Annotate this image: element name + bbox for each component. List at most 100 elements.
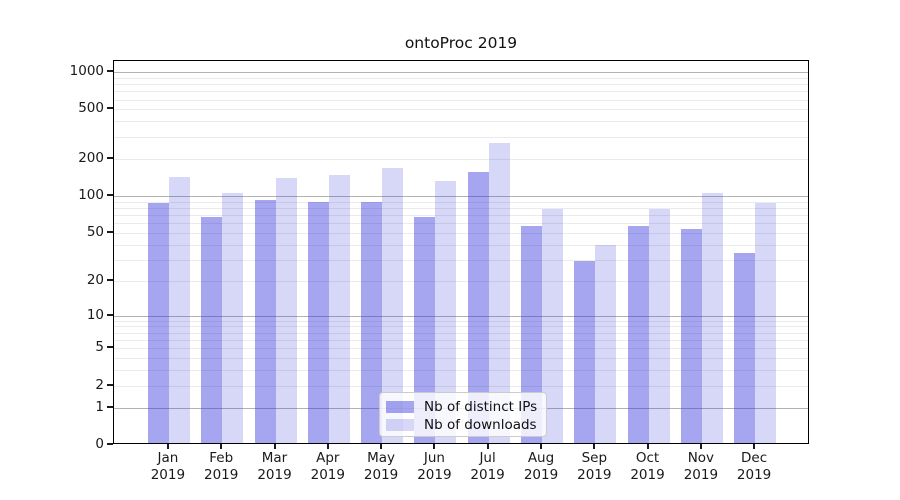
gridline-minor: [114, 280, 808, 282]
bar-nb-of-distinct-ips-apr: [307, 201, 329, 443]
gridline-minor: [114, 232, 808, 234]
gridline-minor: [114, 326, 808, 328]
y-tick-mark: [107, 383, 113, 386]
bar-nb-of-downloads-dec: [755, 203, 777, 443]
x-tick-mark: [486, 444, 489, 449]
downloads-swatch-icon: [386, 419, 414, 431]
y-tick-mark: [107, 70, 113, 72]
bar-nb-of-distinct-ips-aug: [520, 225, 542, 443]
y-tick-label: 0: [95, 436, 104, 452]
x-tick-label: Oct 2019: [630, 450, 665, 483]
bar-nb-of-downloads-feb: [222, 192, 244, 443]
gridline-minor: [114, 320, 808, 322]
y-tick-label: 5: [95, 339, 104, 356]
gridline-minor: [114, 158, 808, 160]
bar-nb-of-distinct-ips-may: [361, 201, 383, 443]
x-tick-label: Nov 2019: [683, 450, 719, 483]
distinct-ips-swatch-icon: [386, 401, 414, 413]
gridline-minor: [114, 332, 808, 334]
chart-title: ontoProc 2019: [404, 34, 518, 52]
x-tick-mark: [540, 444, 542, 449]
x-tick-mark: [699, 444, 702, 449]
x-tick-label: Apr 2019: [310, 450, 345, 483]
x-tick-mark: [273, 444, 276, 449]
y-tick-label: 100: [78, 186, 104, 203]
x-tick-label: Jul 2019: [470, 450, 505, 483]
bar-nb-of-distinct-ips-jul: [467, 172, 489, 443]
legend-row-distinct-ips: Nb of distinct IPs: [386, 398, 538, 416]
x-tick-mark: [220, 444, 223, 449]
y-tick-label: 200: [78, 149, 104, 166]
bar-nb-of-downloads-aug: [541, 209, 563, 443]
gridline-minor: [114, 244, 808, 246]
gridline-minor: [114, 348, 808, 350]
bar-nb-of-downloads-sep: [595, 245, 617, 443]
gridline-minor: [114, 207, 808, 209]
gridline-minor: [114, 358, 808, 360]
legend-row-downloads: Nb of downloads: [386, 416, 538, 434]
y-tick-mark: [107, 107, 113, 110]
gridline-minor: [114, 109, 808, 111]
bar-nb-of-distinct-ips-jan: [147, 203, 169, 443]
x-tick-mark: [646, 444, 649, 449]
bar-nb-of-downloads-may: [382, 168, 404, 443]
gridline-minor: [114, 223, 808, 225]
gridline-minor: [114, 259, 808, 261]
y-tick-mark: [107, 230, 113, 233]
x-tick-mark: [593, 444, 596, 449]
x-tick-mark: [166, 444, 169, 449]
plot-area: [113, 60, 809, 444]
y-tick-mark: [107, 156, 113, 159]
x-tick-label: Jan 2019: [150, 450, 186, 483]
y-tick-label: 2: [95, 376, 104, 393]
bar-nb-of-distinct-ips-jun: [414, 216, 436, 443]
legend-label-downloads: Nb of downloads: [424, 417, 537, 433]
y-tick-label: 1: [95, 398, 104, 415]
gridline-minor: [114, 77, 808, 79]
x-tick-label: Mar 2019: [257, 450, 292, 483]
x-tick-label: Dec 2019: [736, 450, 772, 483]
bar-nb-of-downloads-jun: [435, 181, 457, 443]
gridline-major: [114, 195, 808, 197]
y-tick-mark: [107, 346, 113, 349]
gridline-major: [114, 72, 808, 73]
bar-nb-of-downloads-jan: [168, 176, 190, 443]
bar-nb-of-distinct-ips-nov: [680, 228, 702, 443]
x-tick-label: Jun 2019: [417, 450, 452, 483]
bar-nb-of-distinct-ips-dec: [734, 252, 756, 443]
bar-nb-of-downloads-oct: [648, 209, 670, 443]
y-tick-mark: [107, 278, 113, 281]
x-tick-label: May 2019: [363, 450, 399, 483]
bar-nb-of-downloads-mar: [275, 177, 297, 443]
y-tick-label: 10: [86, 306, 104, 323]
x-tick-label: Sep 2019: [577, 450, 612, 483]
y-tick-mark: [107, 313, 113, 316]
bar-nb-of-distinct-ips-feb: [201, 216, 223, 443]
bar-nb-of-downloads-jul: [488, 143, 510, 443]
bar-nb-of-distinct-ips-oct: [627, 225, 649, 443]
x-tick-mark: [753, 444, 756, 449]
x-tick-label: Feb 2019: [204, 450, 239, 483]
legend: Nb of distinct IPs Nb of downloads: [379, 392, 547, 437]
x-tick-mark: [326, 444, 329, 449]
gridline-major: [114, 315, 808, 317]
x-tick-mark: [433, 444, 436, 449]
gridline-minor: [114, 385, 808, 387]
bar-nb-of-distinct-ips-sep: [574, 261, 596, 443]
y-tick-mark: [107, 443, 113, 445]
y-tick-label: 1000: [69, 63, 104, 79]
legend-label-distinct-ips: Nb of distinct IPs: [424, 399, 538, 415]
x-tick-label: Aug 2019: [523, 450, 559, 483]
y-tick-label: 50: [86, 223, 104, 240]
x-tick-mark: [380, 444, 383, 449]
bar-nb-of-distinct-ips-mar: [254, 200, 276, 443]
gridline-minor: [114, 136, 808, 138]
gridline-minor: [114, 214, 808, 216]
gridline-minor: [114, 99, 808, 101]
gridline-minor: [114, 121, 808, 123]
gridline-minor: [114, 370, 808, 372]
gridline-minor: [114, 339, 808, 341]
y-tick-mark: [107, 193, 113, 196]
gridline-minor: [114, 91, 808, 93]
